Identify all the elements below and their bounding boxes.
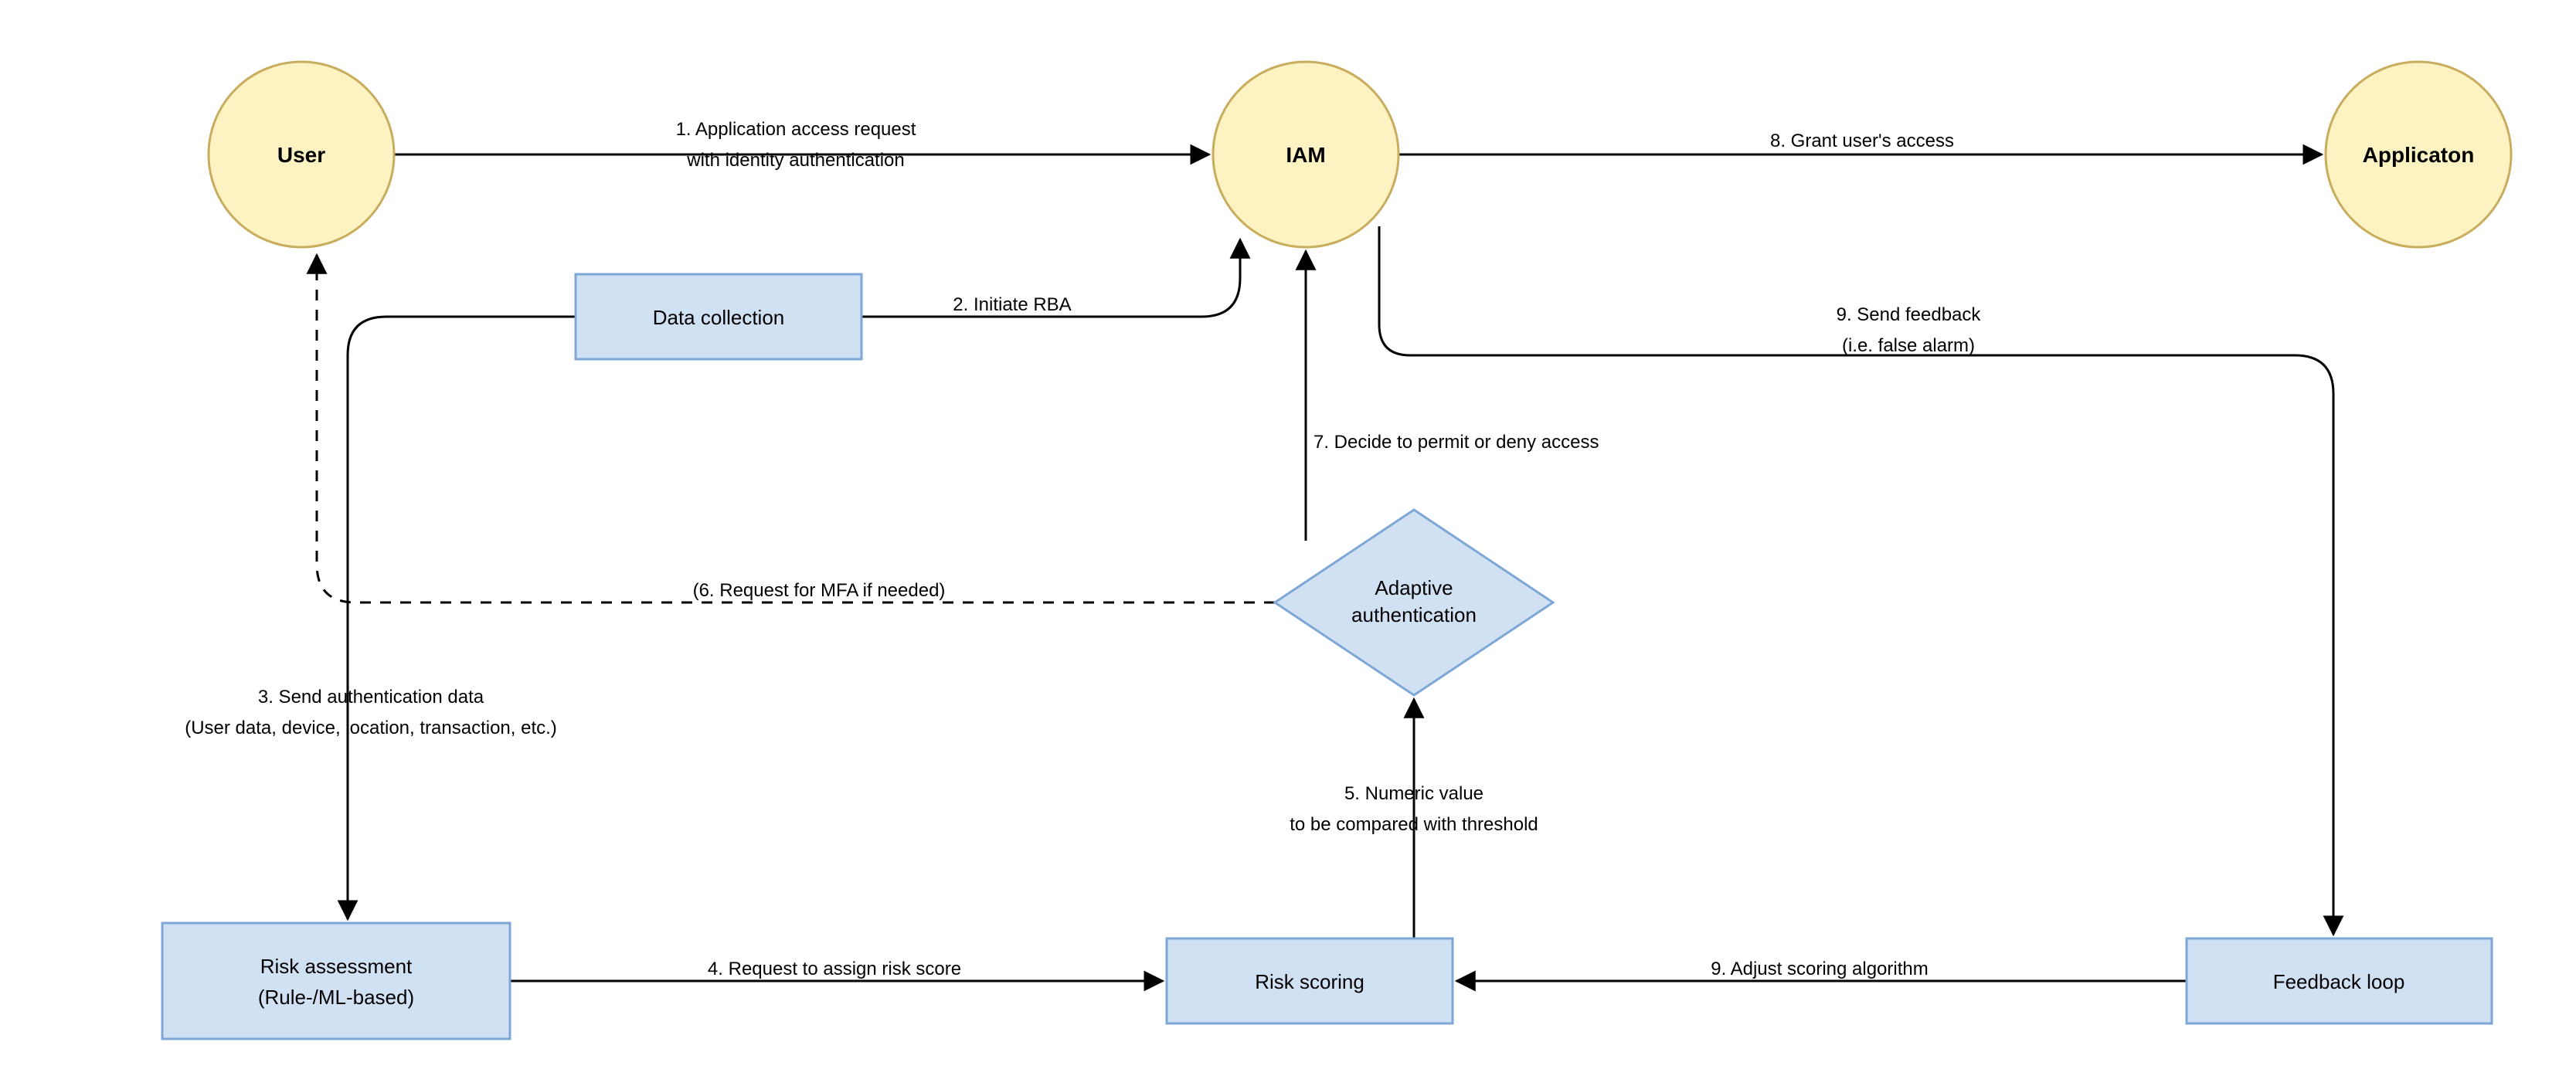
node-risk-assessment-label1: Risk assessment: [260, 955, 413, 978]
edge-1-label-line1: 1. Application access request: [676, 119, 916, 140]
node-adaptive-label1: Adaptive: [1375, 576, 1453, 599]
node-user: User: [209, 62, 394, 247]
node-application-label: Applicaton: [2363, 143, 2475, 167]
edge-3: [348, 317, 576, 919]
edge-9a-label-line1: 9. Send feedback: [1837, 304, 1982, 325]
edge-3-label-line2: (User data, device, location, transactio…: [185, 718, 557, 738]
edge-1-label-line2: with identity authentication: [686, 150, 905, 171]
node-risk-assessment: Risk assessment (Rule-/ML-based): [162, 923, 510, 1039]
edge-5-label-line2: to be compared with threshold: [1290, 814, 1538, 835]
node-feedback-loop: Feedback loop: [2187, 938, 2492, 1023]
edge-8-label: 8. Grant user's access: [1770, 131, 1954, 151]
node-user-label: User: [277, 143, 325, 167]
node-iam-label: IAM: [1286, 143, 1325, 167]
edge-3-label-line1: 3. Send authentication data: [258, 687, 484, 708]
rba-flowchart: 1. Application access request with ident…: [0, 0, 2576, 1086]
node-risk-scoring-label: Risk scoring: [1255, 970, 1364, 993]
node-risk-scoring: Risk scoring: [1167, 938, 1453, 1023]
node-data-collection-label: Data collection: [653, 306, 785, 329]
node-application: Applicaton: [2326, 62, 2511, 247]
node-feedback-label: Feedback loop: [2273, 970, 2405, 993]
node-adaptive-auth: Adaptive authentication: [1275, 510, 1553, 695]
edge-6-label: (6. Request for MFA if needed): [693, 580, 946, 601]
node-adaptive-label2: authentication: [1351, 603, 1477, 626]
edge-9b-label: 9. Adjust scoring algorithm: [1711, 959, 1928, 979]
edge-9a-label-line2: (i.e. false alarm): [1842, 335, 1975, 356]
node-data-collection: Data collection: [576, 274, 861, 359]
edge-2-label: 2. Initiate RBA: [953, 294, 1071, 315]
edge-4-label: 4. Request to assign risk score: [708, 959, 961, 979]
edge-7-label: 7. Decide to permit or deny access: [1313, 432, 1599, 453]
edge-5-label-line1: 5. Numeric value: [1344, 783, 1483, 804]
node-iam: IAM: [1213, 62, 1398, 247]
node-risk-assessment-label2: (Rule-/ML-based): [258, 986, 414, 1009]
